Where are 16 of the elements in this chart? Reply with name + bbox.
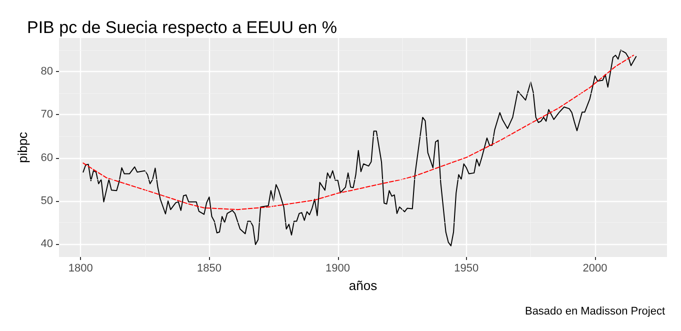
y-axis-title: pibpc	[15, 131, 30, 164]
x-tick-label: 1900	[326, 262, 350, 274]
x-tick-label: 2000	[582, 262, 608, 274]
x-axis-title: años	[348, 278, 378, 293]
x-tick-label: 1800	[68, 262, 93, 274]
y-tick-label: 80	[40, 66, 53, 78]
y-tick-label: 40	[40, 238, 53, 250]
y-tick-label: 50	[40, 194, 53, 207]
chart-title: PIB pc de Suecia respecto a EEUU en %	[27, 18, 337, 37]
line-series	[82, 50, 637, 246]
line-series	[82, 54, 634, 210]
y-tick-label: 60	[40, 152, 53, 164]
y-tick-label: 70	[40, 108, 53, 121]
x-tick-label: 1950	[454, 262, 479, 274]
x-tick-label: 1850	[196, 262, 222, 274]
text: Basado en Madisson Project	[524, 306, 666, 318]
